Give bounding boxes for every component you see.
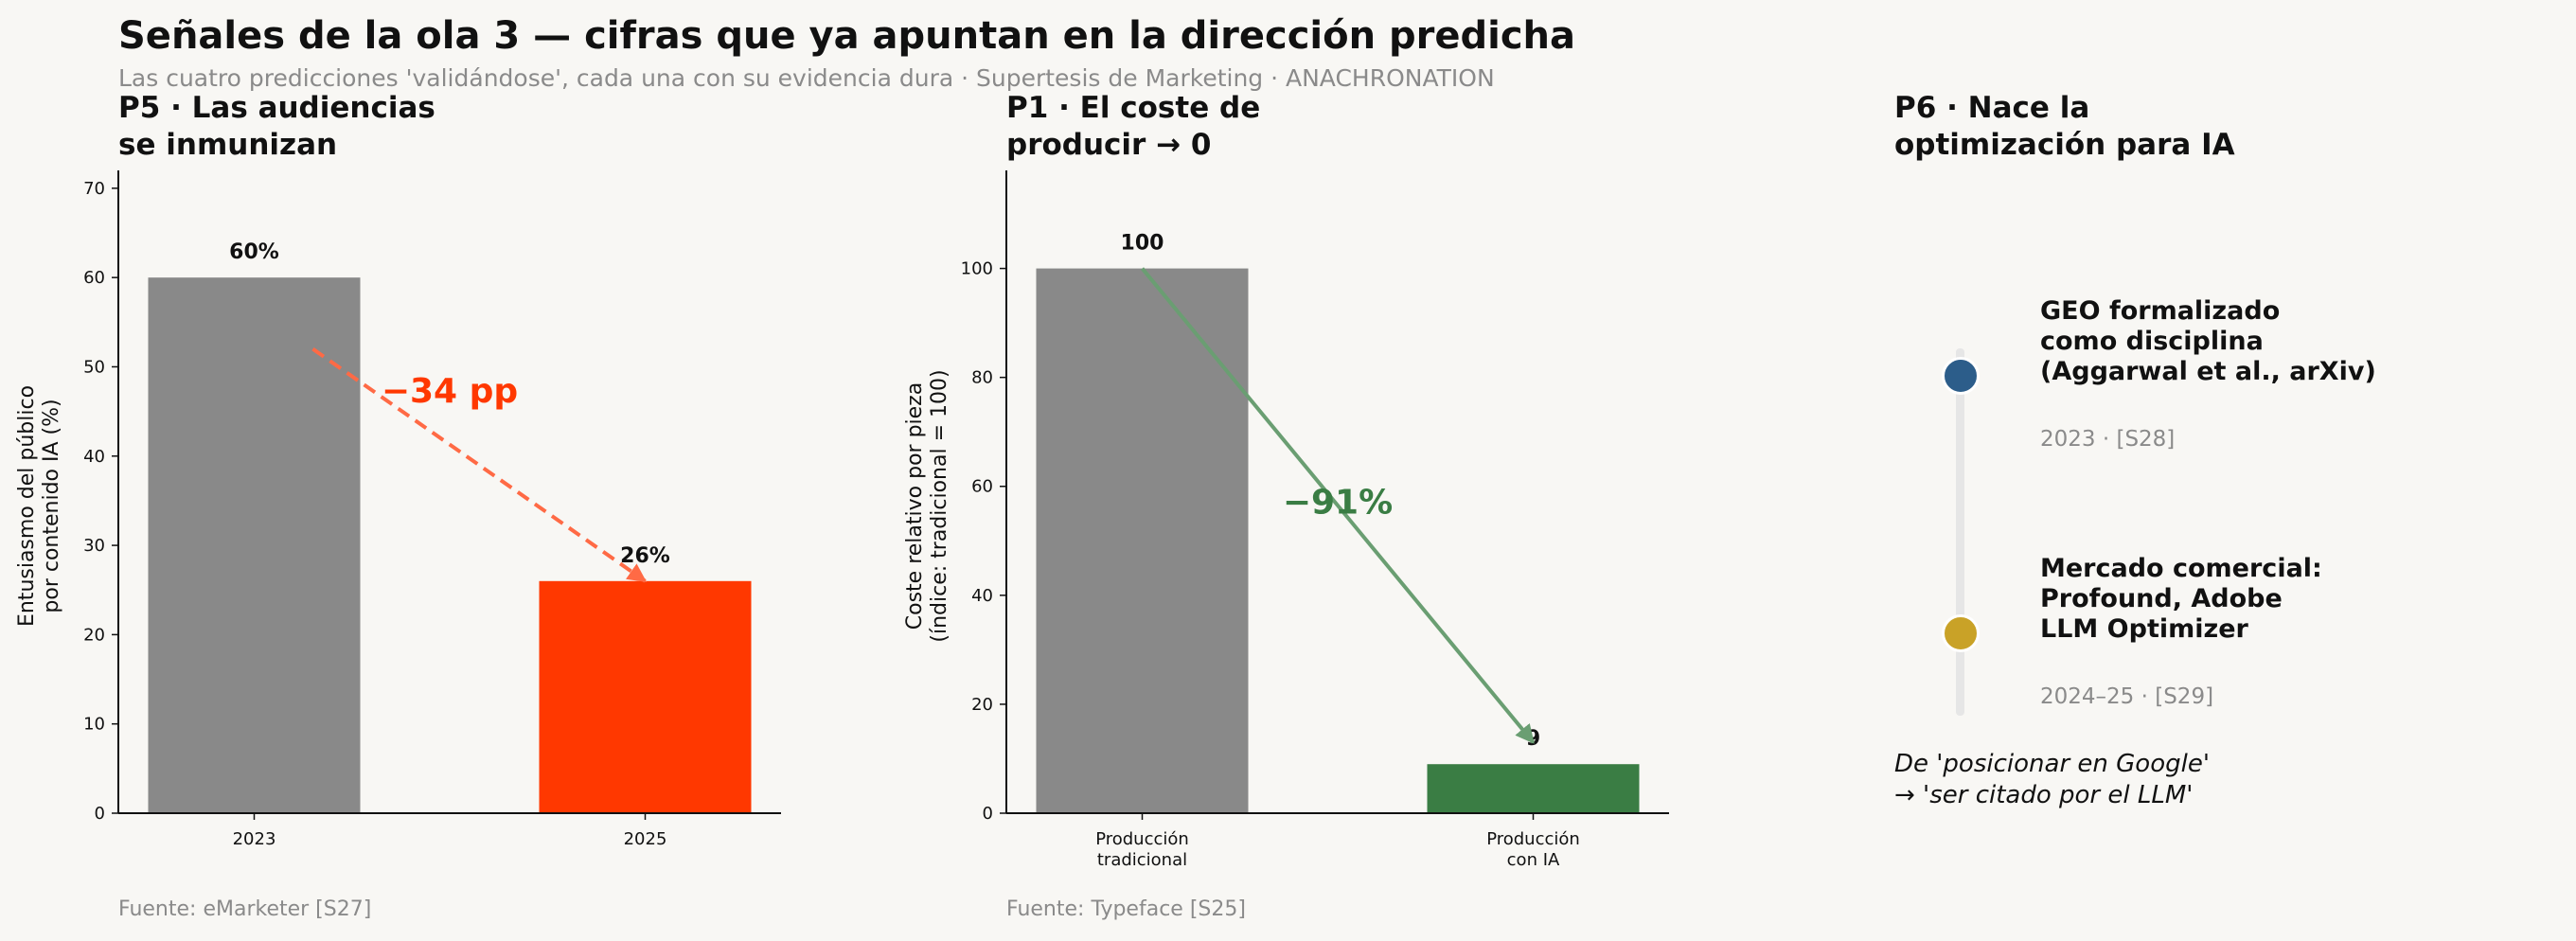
timeline-dot-2024 [1942, 614, 1980, 652]
timeline-dot-2023 [1942, 357, 1980, 395]
page-title: Señales de la ola 3 — cifras que ya apun… [118, 14, 1576, 58]
timeline-title-line-2: optimización para IA [1894, 128, 2235, 162]
timeline-event-geo-line-2: como disciplina [2040, 327, 2264, 356]
chart-p5-annotation-label: −34 pp [382, 372, 518, 411]
timeline-event-market: Mercado comercial: Profound, Adobe LLM O… [2040, 554, 2322, 645]
chart-p1-bar-1 [1427, 764, 1640, 813]
timeline-note-line-1: De 'posicionar en Google' [1894, 750, 2210, 778]
chart-p1-ytick-label-1: 20 [971, 695, 993, 715]
chart-p5-ytick-label-1: 10 [83, 715, 105, 735]
chart-p5-ytick-label-7: 70 [83, 179, 105, 199]
chart-p5-ytick-label-4: 40 [83, 447, 105, 467]
chart-p1-bar-0 [1036, 268, 1249, 813]
chart-p5-title-line-1: P5 · Las audiencias [118, 91, 435, 125]
chart-p5-ytick-label-6: 60 [83, 268, 105, 288]
chart-p1-xtick-label-1-1: con IA [1507, 850, 1560, 870]
chart-p5-ytick-label-2: 20 [83, 625, 105, 645]
chart-p1-xtick-label-0-1: tradicional [1097, 850, 1187, 870]
chart-p5-ytick-label-5: 50 [83, 357, 105, 377]
chart-p1-ytick-label-4: 80 [971, 368, 993, 388]
timeline-event-geo-line-1: GEO formalizado [2040, 296, 2281, 326]
chart-p1-xtick-label-1-0: Producción [1486, 829, 1580, 849]
chart-p1-ylabel-line-1: (índice: tradicional = 100) [928, 369, 951, 642]
timeline-note-line-2: → 'ser citado por el LLM' [1894, 781, 2194, 809]
chart-p1-ytick-label-5: 100 [961, 259, 993, 279]
chart-p1-annotation-label: −91% [1283, 484, 1393, 523]
chart-p1-title-line-1: P1 · El coste de [1006, 91, 1261, 125]
timeline-event-market-line-3: LLM Optimizer [2040, 614, 2248, 644]
chart-p5-bar-1 [539, 580, 752, 813]
chart-p5-source: Fuente: eMarketer [S27] [118, 897, 372, 921]
chart-p5-title-line-2: se inmunizan [118, 128, 338, 162]
timeline-event-geo-meta: 2023 · [S28] [2040, 427, 2176, 452]
chart-p5-value-label-0: 60% [229, 240, 279, 264]
chart-p1-title: P1 · El coste de producir → 0 [1006, 90, 1260, 164]
timeline-event-market-line-1: Mercado comercial: [2040, 554, 2322, 583]
chart-p5-xtick-label-0-0: 2023 [233, 829, 276, 849]
timeline-title: P6 · Nace la optimización para IA [1894, 90, 2235, 164]
chart-p1-xtick-label-0-0: Producción [1095, 829, 1189, 849]
chart-p5-bar-0 [148, 277, 361, 814]
chart-p1-title-line-2: producir → 0 [1006, 128, 1212, 162]
chart-p5-annotation-arrow [311, 346, 648, 583]
chart-p1-value-label-0: 100 [1121, 232, 1164, 256]
chart-p1-ytick-label-2: 40 [971, 586, 993, 606]
chart-p5-xtick-label-1-0: 2025 [624, 829, 667, 849]
chart-p1-ylabel-line-0: Coste relativo por pieza [903, 382, 927, 630]
timeline-event-geo-line-3: (Aggarwal et al., arXiv) [2040, 357, 2376, 386]
timeline-track [1956, 348, 1964, 716]
chart-p1-source: Fuente: Typeface [S25] [1006, 897, 1246, 921]
chart-p5-ylabel-line-0: Entusiasmo del público [15, 385, 39, 627]
timeline-note: De 'posicionar en Google' → 'ser citado … [1894, 749, 2210, 811]
chart-p5-ylabel-line-1: por contenido IA (%) [40, 399, 63, 613]
chart-p5-title: P5 · Las audiencias se inmunizan [118, 90, 435, 164]
chart-p5-ytick-label-0: 0 [95, 804, 105, 824]
timeline-event-geo: GEO formalizado como disciplina (Aggarwa… [2040, 296, 2376, 387]
chart-p1-ytick-label-3: 60 [971, 477, 993, 497]
chart-p1-annotation-arrow [1140, 267, 1536, 744]
timeline-event-market-line-2: Profound, Adobe [2040, 584, 2283, 613]
page-subtitle: Las cuatro predicciones 'validándose', c… [118, 64, 1495, 92]
chart-p1-ytick-label-0: 0 [983, 804, 993, 824]
timeline-event-market-meta: 2024–25 · [S29] [2040, 684, 2214, 709]
chart-p5-ytick-label-3: 30 [83, 536, 105, 556]
timeline-title-line-1: P6 · Nace la [1894, 91, 2090, 125]
